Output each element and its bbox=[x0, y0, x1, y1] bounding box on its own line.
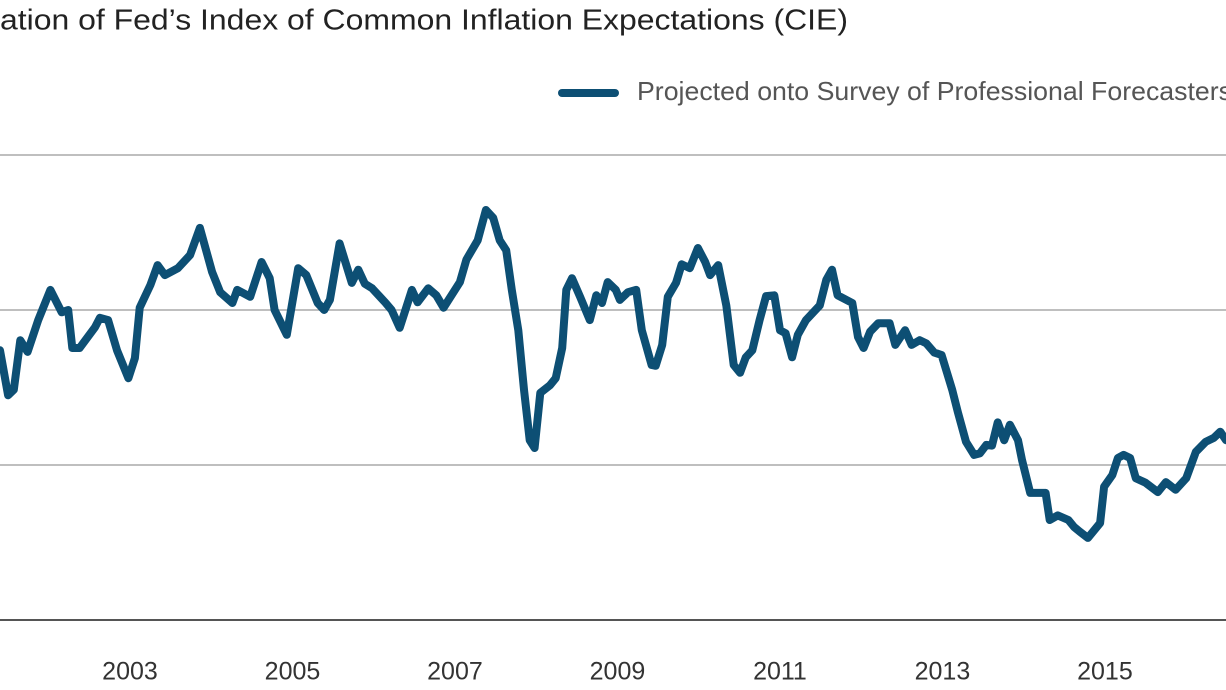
legend-label: Projected onto Survey of Professional Fo… bbox=[637, 76, 1226, 106]
series-line bbox=[0, 206, 1226, 542]
x-tick-label: 2015 bbox=[1077, 658, 1133, 686]
x-tick-label: 2011 bbox=[753, 658, 807, 686]
x-tick-label: 2003 bbox=[102, 658, 158, 686]
chart-title: ation of Fed’s Index of Common Inflation… bbox=[0, 5, 848, 37]
x-tick-label: 2009 bbox=[590, 658, 646, 686]
x-tick-label: 2005 bbox=[265, 658, 321, 686]
x-tick-label: 2007 bbox=[427, 658, 483, 686]
x-tick-label: 2013 bbox=[915, 658, 971, 686]
